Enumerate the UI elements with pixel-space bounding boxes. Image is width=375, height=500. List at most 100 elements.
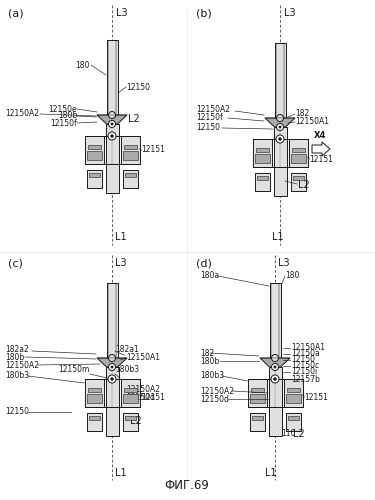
Bar — [123, 170, 138, 188]
Text: 12151: 12151 — [304, 392, 328, 402]
Circle shape — [276, 114, 284, 121]
Bar — [105, 367, 118, 407]
Bar — [270, 283, 280, 358]
Bar — [87, 170, 102, 188]
Circle shape — [276, 124, 284, 130]
Polygon shape — [312, 142, 330, 156]
Text: 180b: 180b — [200, 356, 219, 366]
Circle shape — [108, 364, 115, 370]
Bar — [123, 413, 138, 431]
Circle shape — [273, 378, 276, 380]
Text: 12150: 12150 — [5, 408, 29, 416]
Text: 12150A2: 12150A2 — [200, 386, 234, 396]
Bar — [87, 388, 100, 392]
Circle shape — [111, 134, 114, 138]
Bar — [87, 394, 102, 403]
Text: 12150f: 12150f — [196, 114, 223, 122]
Circle shape — [272, 354, 279, 362]
Bar — [87, 145, 100, 149]
Text: 180b3: 180b3 — [200, 372, 224, 380]
Text: 180b: 180b — [58, 112, 77, 120]
Text: 12151: 12151 — [309, 154, 333, 164]
Text: X4: X4 — [314, 131, 326, 140]
Bar — [255, 154, 270, 163]
Text: (c): (c) — [8, 258, 23, 268]
Text: 180b3: 180b3 — [5, 372, 29, 380]
Bar — [291, 173, 306, 191]
Bar — [123, 394, 138, 403]
Bar — [286, 388, 300, 392]
Bar — [249, 394, 264, 403]
Text: L2: L2 — [130, 416, 142, 426]
Bar — [255, 148, 268, 152]
Bar — [273, 127, 286, 167]
Text: 12150A1: 12150A1 — [291, 344, 325, 352]
Text: 12150: 12150 — [196, 124, 220, 132]
Text: 180b: 180b — [5, 352, 24, 362]
Bar — [274, 43, 285, 118]
Text: (b): (b) — [196, 8, 212, 18]
Text: 12150c: 12150c — [291, 362, 319, 370]
Text: L3: L3 — [116, 8, 128, 18]
Text: 180: 180 — [76, 60, 90, 70]
Bar — [106, 40, 117, 115]
Text: 12150A2: 12150A2 — [196, 106, 230, 114]
Bar — [268, 367, 282, 407]
Text: L1: L1 — [115, 468, 127, 478]
Text: 180: 180 — [285, 272, 299, 280]
Text: L1: L1 — [265, 468, 277, 478]
Bar — [288, 139, 308, 167]
Polygon shape — [260, 358, 290, 367]
Bar — [120, 379, 140, 407]
Text: 180a: 180a — [200, 272, 219, 280]
Bar — [105, 164, 118, 193]
Bar — [291, 154, 306, 163]
Text: 12150A2: 12150A2 — [5, 360, 39, 370]
Text: 12150e: 12150e — [48, 104, 77, 114]
Polygon shape — [97, 358, 127, 367]
Bar — [292, 176, 303, 180]
Text: 12150d: 12150d — [200, 394, 229, 404]
Bar — [256, 176, 267, 180]
Bar — [87, 151, 102, 160]
Bar — [84, 136, 104, 164]
Bar — [251, 388, 264, 392]
Text: ФИГ.69: ФИГ.69 — [165, 479, 209, 492]
Circle shape — [108, 375, 116, 383]
Bar — [285, 413, 300, 431]
Text: 12150a: 12150a — [291, 350, 320, 358]
Text: 12150: 12150 — [291, 356, 315, 364]
Text: 12150A1: 12150A1 — [295, 116, 329, 126]
Text: L2: L2 — [128, 114, 140, 124]
Circle shape — [279, 138, 282, 140]
Bar — [123, 151, 138, 160]
Bar — [249, 413, 264, 431]
Bar — [88, 173, 99, 177]
Circle shape — [108, 354, 115, 362]
Bar — [87, 413, 102, 431]
Text: 182a2: 182a2 — [5, 346, 29, 354]
Bar — [123, 388, 136, 392]
Bar — [88, 416, 99, 420]
Bar — [291, 148, 304, 152]
Text: L1: L1 — [272, 232, 284, 242]
Text: 180b3: 180b3 — [115, 365, 139, 374]
Text: L3: L3 — [284, 8, 296, 18]
Text: L1: L1 — [115, 232, 127, 242]
Text: L2: L2 — [298, 180, 310, 190]
Text: 12151: 12151 — [141, 146, 165, 154]
Bar — [84, 379, 104, 407]
Text: 12150f: 12150f — [50, 118, 77, 128]
Polygon shape — [97, 115, 127, 124]
Bar — [124, 416, 135, 420]
Text: 12150d: 12150d — [126, 392, 155, 402]
Text: 12150A2: 12150A2 — [5, 108, 39, 118]
Bar — [273, 167, 286, 196]
Text: 12150A1: 12150A1 — [126, 352, 160, 362]
Bar — [106, 283, 117, 358]
Circle shape — [108, 132, 116, 140]
Circle shape — [108, 112, 115, 118]
Text: 12150i: 12150i — [291, 368, 317, 376]
Text: (a): (a) — [8, 8, 24, 18]
Bar — [252, 416, 262, 420]
